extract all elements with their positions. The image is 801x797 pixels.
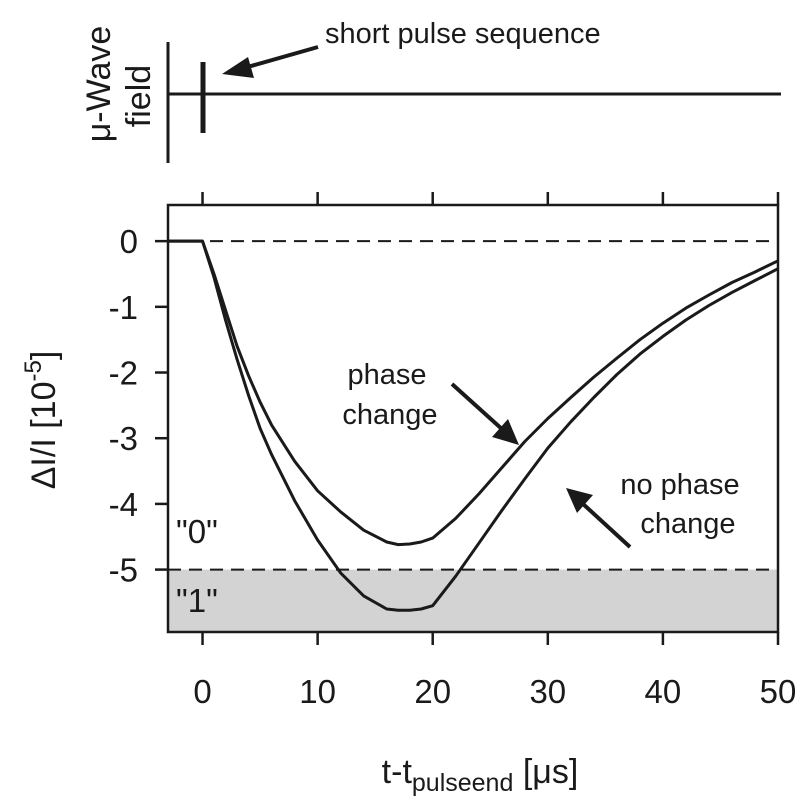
no-phase-change-arrow — [566, 488, 632, 549]
pulse-arrow — [222, 45, 319, 78]
x-tick-label: 30 — [529, 673, 566, 710]
plot-frame — [166, 203, 780, 634]
reference-lines — [168, 240, 778, 571]
curves — [168, 239, 779, 612]
x-axis-label: t-tpulseend [μs] — [382, 753, 579, 797]
x-tick-label: 40 — [645, 673, 682, 710]
y-tick-label: 0 — [120, 223, 138, 260]
mu-wave-ylabel-line1: μ-Wave — [80, 26, 118, 143]
phase-change-arrow — [450, 382, 519, 445]
main-plot: 0 10 20 30 40 50 0 -1 -2 -3 -4 -5 "0" "1" phase ch… — [20, 192, 796, 797]
pulse-annotation: short pulse sequence — [325, 18, 601, 50]
region-label-0: "0" — [176, 513, 218, 550]
x-ticks: 0 10 20 30 40 50 — [193, 192, 796, 710]
y-ticks: 0 -1 -2 -3 -4 -5 — [109, 223, 168, 589]
no-phase-change-annotation-line1: no phase — [620, 469, 739, 501]
y-tick-label: -5 — [109, 552, 138, 589]
phase-change-annotation-line1: phase — [347, 359, 426, 391]
x-tick-label: 10 — [299, 673, 336, 710]
phase-change-annotation-line2: change — [342, 399, 437, 431]
y-tick-label: -4 — [109, 486, 138, 523]
no-phase-change-annotation-line2: change — [640, 508, 735, 540]
y-tick-label: -3 — [109, 420, 138, 457]
x-tick-label: 0 — [193, 673, 211, 710]
phase-change-curve — [168, 239, 779, 547]
region-label-1: "1" — [176, 582, 218, 619]
mu-wave-ylabel-line2: field — [120, 65, 158, 127]
threshold-region — [168, 569, 778, 632]
y-tick-label: -2 — [109, 355, 138, 392]
x-tick-label: 50 — [760, 673, 797, 710]
y-axis-label: ΔI/I [10-5] — [20, 351, 63, 490]
x-tick-label: 20 — [414, 673, 451, 710]
no-phase-change-curve — [168, 239, 779, 612]
mu-wave-panel: short pulse sequence μ-Wave field — [80, 18, 781, 163]
y-tick-label: -1 — [109, 289, 138, 326]
